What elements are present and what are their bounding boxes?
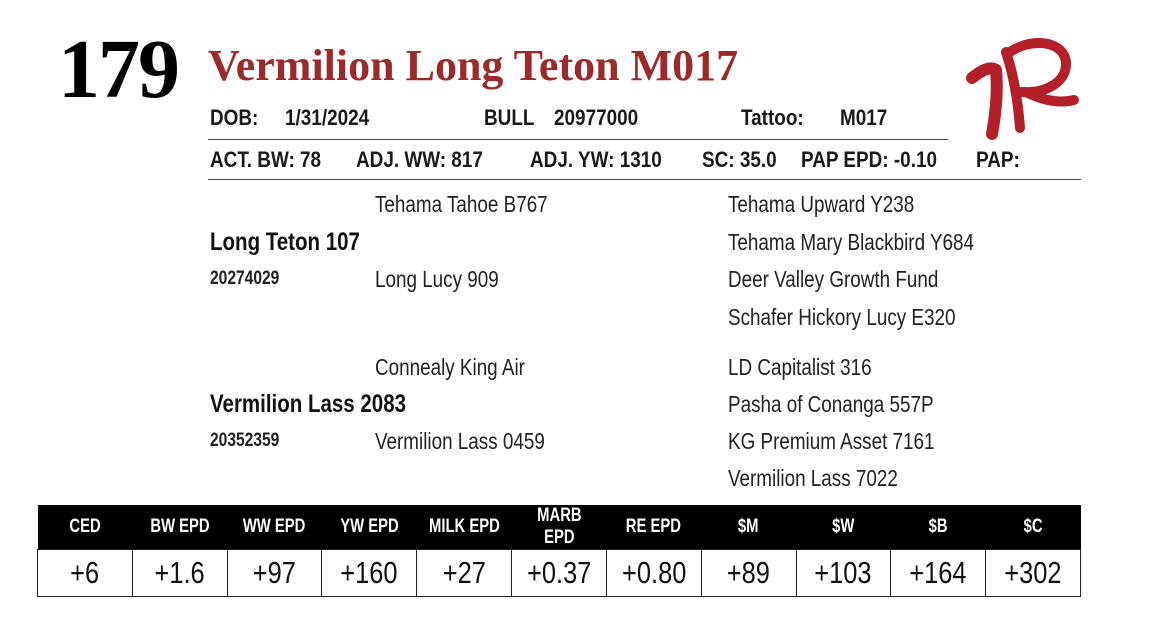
- epd-value-ww: +97: [226, 549, 323, 597]
- tattoo-value: M017: [840, 105, 888, 130]
- epd-header-bw: BW EPD: [132, 505, 228, 550]
- epd-header-milk: MILK EPD: [416, 505, 512, 550]
- pap-label: PAP:: [976, 147, 1020, 172]
- epd-value-row: +6 +1.6 +97 +160 +27 +0.37 +0.80 +89 +10…: [37, 549, 1081, 597]
- epd-value-m: +89: [700, 549, 797, 597]
- epd-value-c: +302: [985, 549, 1081, 597]
- sex-label: BULL: [484, 105, 535, 130]
- dob-label: DOB:: [210, 105, 259, 130]
- epd-value-w: +103: [795, 549, 892, 597]
- epd-value-ced: +6: [37, 549, 133, 597]
- sire-sire: Tehama Tahoe B767: [375, 191, 548, 217]
- sire-dam: Long Lucy 909: [375, 266, 499, 292]
- dob-value: 1/31/2024: [285, 105, 370, 130]
- sire-sire-sire: Tehama Upward Y238: [728, 191, 915, 217]
- epd-value-b: +164: [890, 549, 987, 597]
- adjusted-weaning-weight: ADJ. WW: 817: [356, 147, 483, 172]
- epd-value-bw: +1.6: [131, 549, 228, 597]
- epd-header-row: CED BW EPD WW EPD YW EPD MILK EPD MARB E…: [37, 505, 1081, 550]
- actual-birth-weight: ACT. BW: 78: [210, 147, 322, 172]
- sire-sire-dam: Tehama Mary Blackbird Y684: [728, 229, 974, 255]
- registration-number: 20977000: [554, 105, 639, 130]
- epd-value-milk: +27: [416, 549, 513, 597]
- adjusted-yearling-weight: ADJ. YW: 1310: [530, 147, 662, 172]
- epd-header-c: $C: [985, 505, 1081, 550]
- sire-dam-dam: Schafer Hickory Lucy E320: [728, 304, 956, 330]
- epd-header-ww: WW EPD: [227, 505, 322, 550]
- info-divider: [208, 179, 1081, 180]
- scrotal-circumference: SC: 35.0: [702, 147, 777, 172]
- dam-sire: Connealy King Air: [375, 354, 525, 380]
- dam-sire-sire: LD Capitalist 316: [728, 354, 872, 380]
- epd-header-re: RE EPD: [606, 505, 702, 550]
- dam-dam-sire: KG Premium Asset 7161: [728, 428, 935, 454]
- header-divider: [208, 139, 948, 140]
- dam-dam-dam: Vermilion Lass 7022: [728, 465, 898, 491]
- epd-header-m: $M: [701, 505, 796, 550]
- pap-epd: PAP EPD: -0.10: [801, 147, 938, 172]
- epd-value-marb: +0.37: [511, 549, 607, 597]
- epd-header-w: $W: [796, 505, 891, 550]
- epd-table: CED BW EPD WW EPD YW EPD MILK EPD MARB E…: [37, 505, 1081, 597]
- sire-name: Long Teton 107: [210, 228, 360, 256]
- animal-name: Vermilion Long Teton M017: [208, 41, 739, 90]
- epd-value-yw: +160: [321, 549, 418, 597]
- epd-header-ced: CED: [37, 505, 133, 550]
- sire-dam-sire: Deer Valley Growth Fund: [728, 266, 939, 292]
- epd-header-b: $B: [890, 505, 986, 550]
- epd-header-yw: YW EPD: [321, 505, 417, 550]
- dam-dam: Vermilion Lass 0459: [375, 428, 545, 454]
- dam-sire-dam: Pasha of Conanga 557P: [728, 391, 934, 417]
- tattoo-label: Tattoo:: [741, 105, 804, 130]
- vr-brand-logo-icon: [966, 37, 1079, 140]
- lot-number: 179: [58, 23, 180, 116]
- epd-header-marb: MARB EPD: [511, 505, 607, 550]
- dam-name: Vermilion Lass 2083: [210, 390, 407, 418]
- dam-registration: 20352359: [210, 430, 280, 451]
- sire-registration: 20274029: [210, 268, 280, 289]
- epd-value-re: +0.80: [605, 549, 702, 597]
